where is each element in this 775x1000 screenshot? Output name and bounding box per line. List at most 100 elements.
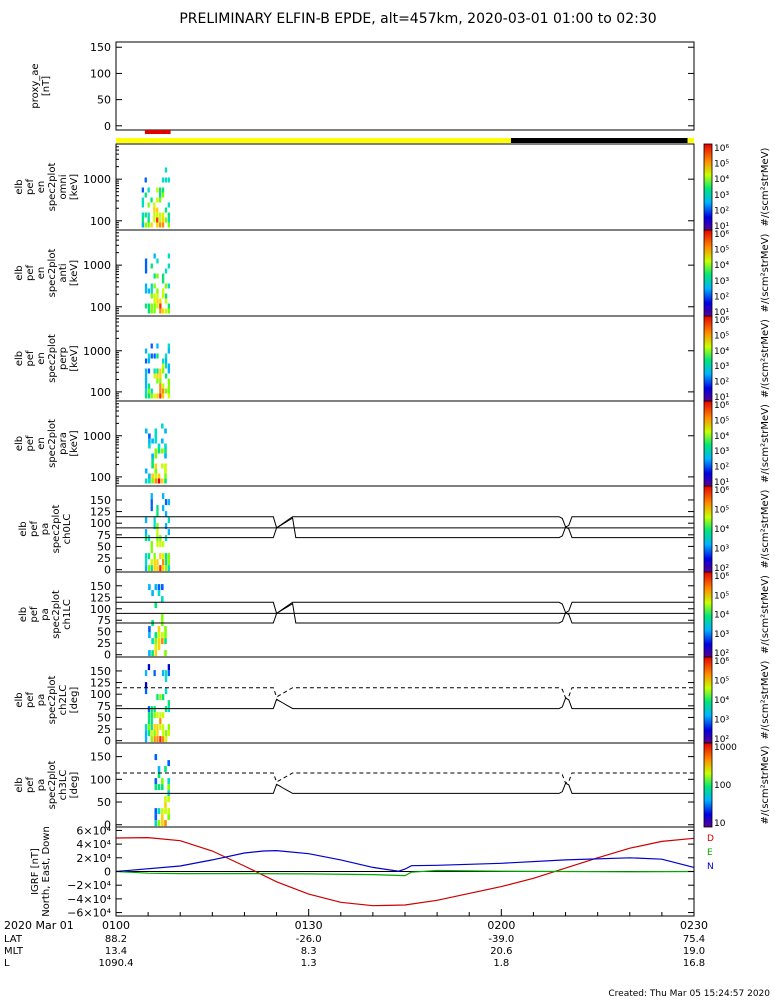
colorbar-tick-label: 10³: [714, 630, 729, 640]
y-axis-label-line: perp: [58, 347, 69, 370]
y-axis-label-line: elb: [14, 265, 25, 280]
panel-frame: [115, 41, 695, 131]
spectrogram-cell: [147, 303, 151, 309]
colorbar-tick-label: 10³: [714, 277, 729, 287]
colorbar-gradient: [703, 400, 713, 487]
colorbar-tick-label: 10³: [714, 447, 729, 457]
spectrogram-cell: [161, 584, 164, 591]
spectrogram-cell: [167, 177, 170, 183]
spectrogram-cell: [144, 736, 148, 743]
spectrogram-cell: [162, 293, 165, 299]
spectrogram-cell: [144, 263, 148, 269]
panel-perp: 1001000elbpefenspec2plotperp[keV]10¹10²1…: [14, 315, 771, 403]
igrf-series-D: [115, 836, 695, 907]
y-tick-label: 100: [90, 517, 111, 530]
y-axis-label-line: [deg]: [69, 772, 80, 799]
spectrogram-cell: [153, 253, 156, 259]
spectrogram-cell: [150, 283, 153, 289]
y-tick-label: 150: [90, 751, 111, 764]
spectrogram-cell: [156, 378, 159, 384]
spectrogram-cell: [159, 541, 162, 548]
colorbar-tick-label: 10³: [714, 362, 729, 372]
spectrogram-cell: [162, 724, 165, 731]
colorbar-tick-label: 100: [714, 781, 731, 791]
legend-D: D: [707, 834, 714, 844]
spectrogram-cell: [148, 478, 151, 484]
spectrogram-cell: [164, 473, 167, 479]
colorbar-tick-label: 10⁴: [714, 347, 729, 357]
colorbar-tick-label: 10¹: [714, 222, 729, 232]
spectrogram-cell: [144, 478, 148, 484]
spectrogram-cell: [153, 283, 156, 289]
spectrogram-cell: [162, 388, 165, 394]
y-tick-label: −4×10⁴: [67, 893, 111, 906]
y-axis-label: elbpefpaspec2plotch0LC: [18, 505, 73, 554]
spectrogram-cell: [148, 473, 151, 479]
x-tick-label: 0100: [102, 919, 130, 932]
y-axis-label-line: [keV]: [69, 345, 80, 371]
spectrogram-ch2LC: [144, 664, 170, 743]
y-axis-label-line: elb: [14, 351, 25, 366]
colorbar-tick-label: 10⁴: [714, 611, 729, 621]
y-axis-label-line: IGRF [nT]: [30, 848, 41, 895]
spectrogram-cell: [162, 736, 165, 743]
spectrogram-cell: [157, 448, 161, 454]
spectrogram-cell: [164, 736, 168, 743]
spectrogram-cell: [157, 478, 161, 484]
spectrogram-cell: [157, 638, 161, 645]
spectrogram-cell: [161, 814, 164, 821]
y-axis-label-line: para: [58, 432, 69, 455]
spectrogram-cell: [162, 278, 165, 284]
y-axis-label-line: pa: [40, 523, 51, 535]
spectrogram-cell: [162, 730, 165, 737]
y-axis-label-line: spec2plot: [51, 590, 62, 639]
spectrogram-cell: [150, 288, 153, 294]
spectrogram-cell: [159, 222, 162, 228]
spectrogram-cell: [148, 433, 151, 439]
y-tick-label: 1000: [83, 259, 111, 272]
spectrogram-cell: [144, 388, 148, 394]
spectrogram-cell: [159, 712, 162, 719]
y-axis-label-line: spec2plot: [47, 761, 58, 810]
spectrogram-cell: [147, 187, 150, 193]
spectrogram-cell: [161, 423, 164, 429]
spectrogram-cell: [164, 448, 167, 454]
y-tick-label: 0: [104, 120, 111, 133]
colorbar-ch1LC: 10² 10³ 10⁴ 10⁵ 10⁶ #/(scm²strMeV): [703, 571, 771, 659]
spectrogram-cell: [156, 303, 159, 309]
spectrogram-cell: [144, 303, 148, 309]
spectrogram-cell: [157, 820, 161, 827]
spectrogram-cell: [164, 298, 168, 304]
spectrogram-cell: [161, 778, 164, 785]
spectrogram-cell: [150, 724, 153, 731]
spectrogram-cell: [164, 308, 168, 314]
spectrogram-cell: [164, 373, 168, 379]
spectrogram-cell: [141, 202, 144, 208]
y-axis-label-line: elb: [14, 179, 25, 194]
y-tick-label: 0: [104, 866, 111, 879]
orbit-row-value: 1090.4: [99, 958, 134, 969]
spectrogram-cell: [154, 433, 158, 439]
colorbar-tick-label: 10²: [714, 292, 729, 302]
spectrogram-cell: [148, 626, 151, 633]
spectrogram-cell: [162, 393, 165, 399]
spectrogram-cell: [161, 177, 165, 183]
spectrogram-cell: [164, 638, 167, 645]
spectrogram-cell: [151, 463, 154, 469]
y-axis-label-line: North, East, Down: [41, 826, 52, 917]
spectrogram-cell: [167, 730, 170, 737]
spectrogram-cell: [157, 632, 161, 639]
spectrogram-cell: [159, 212, 162, 218]
spectrogram-cell: [153, 553, 156, 560]
spectrogram-cell: [162, 670, 165, 677]
spectrogram-cell: [156, 523, 159, 530]
y-axis-label: elbpefpaspec2plotch1LC: [18, 590, 73, 639]
x-tick-label: 0200: [487, 919, 515, 932]
y-tick-label: 75: [97, 614, 111, 627]
y-tick-label: 100: [90, 471, 111, 484]
spectrogram-cell: [164, 499, 168, 506]
spectrogram-cell: [156, 724, 159, 731]
spectrogram-cell: [153, 523, 156, 530]
